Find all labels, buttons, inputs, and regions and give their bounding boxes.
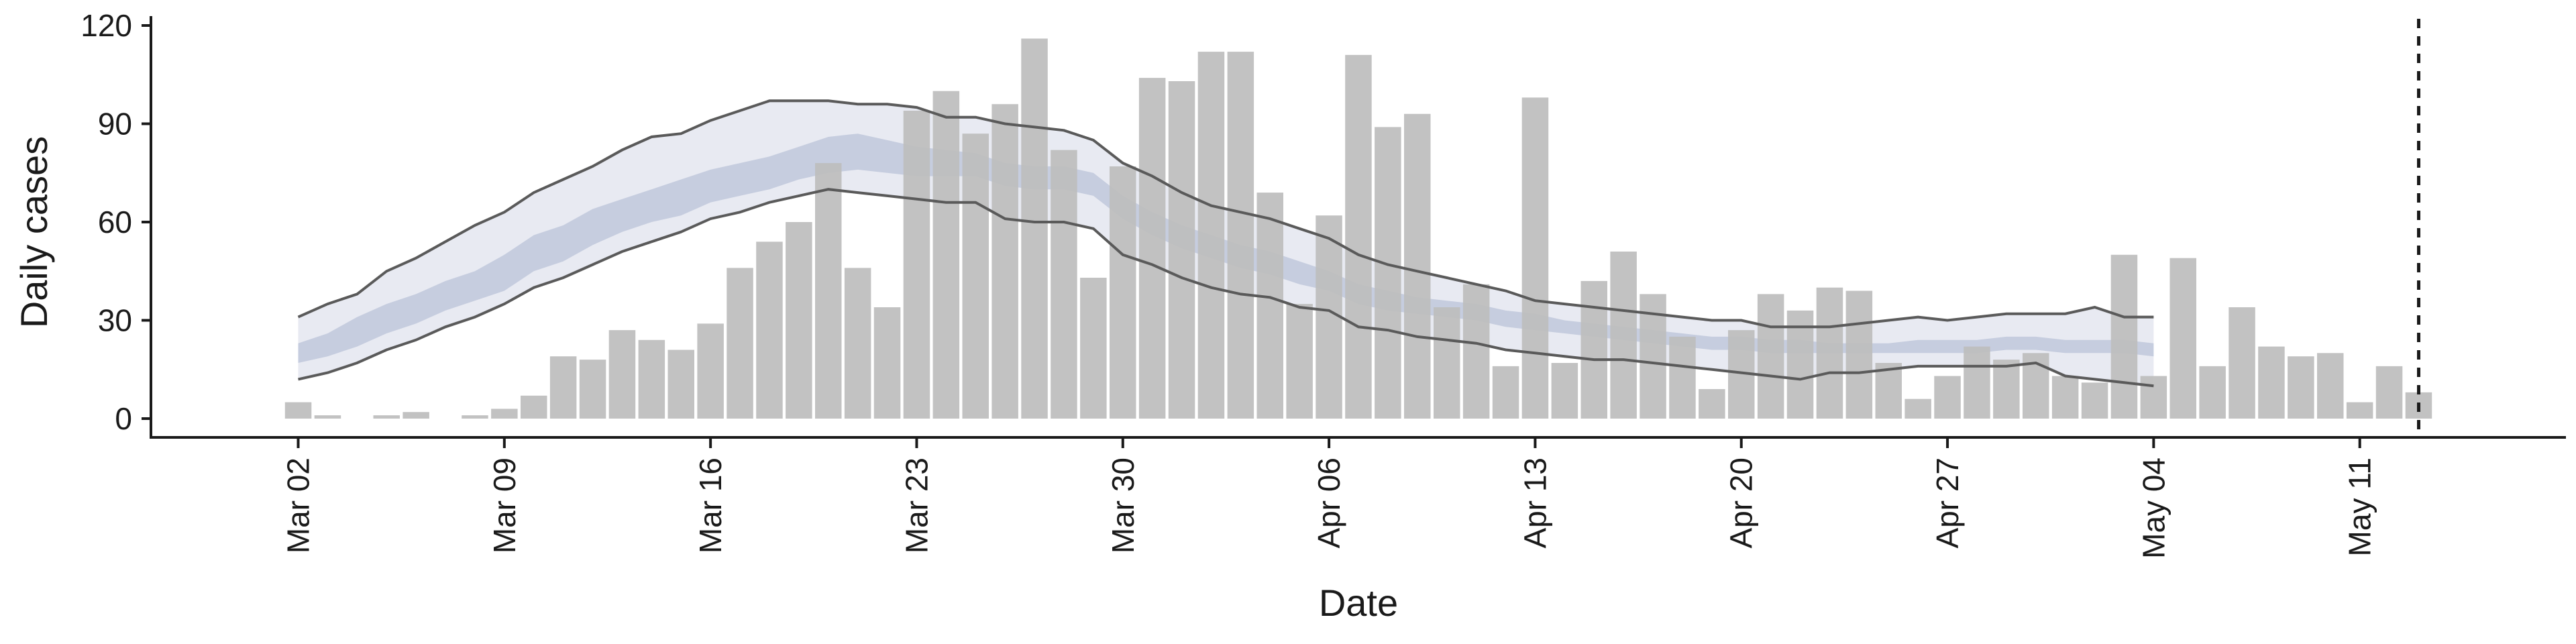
bar-2020-05-12 <box>2375 366 2403 419</box>
inner-uncertainty-band <box>298 133 2154 363</box>
outer-lower-line <box>298 188 2154 388</box>
bar-2020-03-24 <box>932 91 960 419</box>
bar-2020-05-03 <box>2110 254 2138 419</box>
bar-2020-03-13 <box>608 330 636 419</box>
bar-2020-05-04 <box>2140 376 2167 419</box>
bar-2020-03-02 <box>284 402 312 419</box>
bar-2020-05-01 <box>2051 376 2079 419</box>
bar-2020-04-16 <box>1610 252 1637 419</box>
bar-2020-04-03 <box>1227 52 1254 419</box>
x-tick-label-2020-05-04: May 04 <box>2136 458 2171 559</box>
x-tick-label-2020-03-23: Mar 23 <box>900 458 934 553</box>
bar-2020-03-17 <box>727 268 753 419</box>
y-tick-label-120: 120 <box>80 8 132 43</box>
bar-2020-03-26 <box>991 104 1018 419</box>
band-outline-lines <box>297 99 2154 388</box>
x-tick-label-2020-03-09: Mar 09 <box>487 458 522 553</box>
bar-2020-04-11 <box>1462 284 1490 419</box>
bar-2020-04-05 <box>1286 304 1313 419</box>
bar-2020-04-28 <box>1964 346 1990 419</box>
axes <box>150 16 2566 439</box>
x-axis-ticks: Mar 02 Mar 09 Mar 16 Mar 23 Mar 30 Apr 06 Apr … <box>281 437 2377 559</box>
bar-2020-03-18 <box>756 241 783 419</box>
x-tick-label-2020-04-27: Apr 27 <box>1930 458 1965 549</box>
bar-2020-04-24 <box>1845 290 1873 419</box>
bar-2020-04-27 <box>1934 376 1961 419</box>
bar-2020-05-09 <box>2288 356 2314 419</box>
y-tick-label-30: 30 <box>98 303 132 338</box>
bar-2020-05-05 <box>2169 258 2196 419</box>
bar-2020-04-21 <box>1757 294 1784 419</box>
bar-2020-03-27 <box>1021 38 1048 419</box>
y-tick-label-0: 0 <box>115 401 132 436</box>
bar-2020-04-02 <box>1197 52 1225 419</box>
bar-2020-04-09 <box>1404 113 1431 419</box>
bar-2020-05-02 <box>2081 382 2108 419</box>
bar-2020-03-21 <box>844 268 871 419</box>
bar-2020-04-01 <box>1168 81 1195 419</box>
bar-2020-03-22 <box>873 307 901 419</box>
bar-2020-05-10 <box>2317 353 2344 419</box>
bar-2020-03-28 <box>1051 150 1077 419</box>
x-tick-label-2020-03-02: Mar 02 <box>281 458 316 553</box>
bar-2020-04-06 <box>1316 215 1342 419</box>
bar-2020-04-29 <box>1993 360 2020 419</box>
x-tick-label-2020-05-11: May 11 <box>2343 458 2377 556</box>
inner-band-area <box>298 133 2154 363</box>
x-tick-label-2020-03-16: Mar 16 <box>693 458 728 553</box>
x-tick-label-2020-04-20: Apr 20 <box>1724 458 1759 549</box>
bar-2020-04-22 <box>1786 310 1814 419</box>
bar-2020-04-18 <box>1669 336 1696 419</box>
y-axis-title: Daily cases <box>13 136 55 328</box>
bar-2020-04-04 <box>1256 193 1283 419</box>
y-axis-ticks: 0 30 60 90 120 <box>80 8 151 436</box>
x-tick-label-2020-03-30: Mar 30 <box>1106 458 1140 553</box>
bar-2020-03-23 <box>903 111 930 419</box>
bar-2020-03-06 <box>402 412 429 419</box>
y-tick-label-90: 90 <box>98 107 132 142</box>
bar-2020-03-29 <box>1080 278 1107 419</box>
bar-2020-03-30 <box>1110 166 1136 419</box>
bar-2020-03-12 <box>579 360 606 419</box>
x-tick-label-2020-04-13: Apr 13 <box>1517 458 1552 549</box>
y-tick-label-60: 60 <box>98 205 132 239</box>
bar-2020-03-31 <box>1138 78 1166 419</box>
bar-2020-03-19 <box>786 222 812 419</box>
bar-2020-03-09 <box>491 409 518 419</box>
bar-2020-04-08 <box>1375 127 1401 419</box>
bar-2020-05-06 <box>2199 366 2226 419</box>
x-axis-title: Date <box>1319 582 1398 624</box>
bar-2020-04-10 <box>1434 307 1460 419</box>
bar-2020-04-19 <box>1699 389 1725 419</box>
bar-2020-04-26 <box>1904 398 1931 419</box>
bar-2020-05-07 <box>2229 307 2255 419</box>
bar-2020-03-03 <box>314 415 341 419</box>
bar-2020-05-08 <box>2258 346 2285 419</box>
bar-2020-03-14 <box>638 339 665 419</box>
bar-2020-03-15 <box>667 350 694 419</box>
bar-2020-04-14 <box>1551 363 1578 419</box>
bar-2020-04-12 <box>1492 366 1519 419</box>
bar-2020-03-11 <box>549 356 577 419</box>
bar-2020-03-05 <box>373 415 400 419</box>
bar-2020-03-20 <box>815 163 842 419</box>
bar-2020-03-08 <box>462 415 488 419</box>
bar-2020-04-23 <box>1816 287 1843 419</box>
bar-2020-04-25 <box>1875 363 1902 419</box>
bar-2020-04-13 <box>1521 97 1549 419</box>
outer-upper-line <box>297 99 2154 329</box>
bar-2020-04-15 <box>1580 280 1607 419</box>
x-tick-label-2020-04-06: Apr 06 <box>1311 458 1346 549</box>
bar-2020-03-25 <box>962 133 989 419</box>
bar-2020-03-10 <box>521 395 547 419</box>
bar-2020-05-11 <box>2346 402 2373 419</box>
bar-2020-04-07 <box>1345 54 1372 419</box>
bar-2020-03-16 <box>697 323 724 419</box>
